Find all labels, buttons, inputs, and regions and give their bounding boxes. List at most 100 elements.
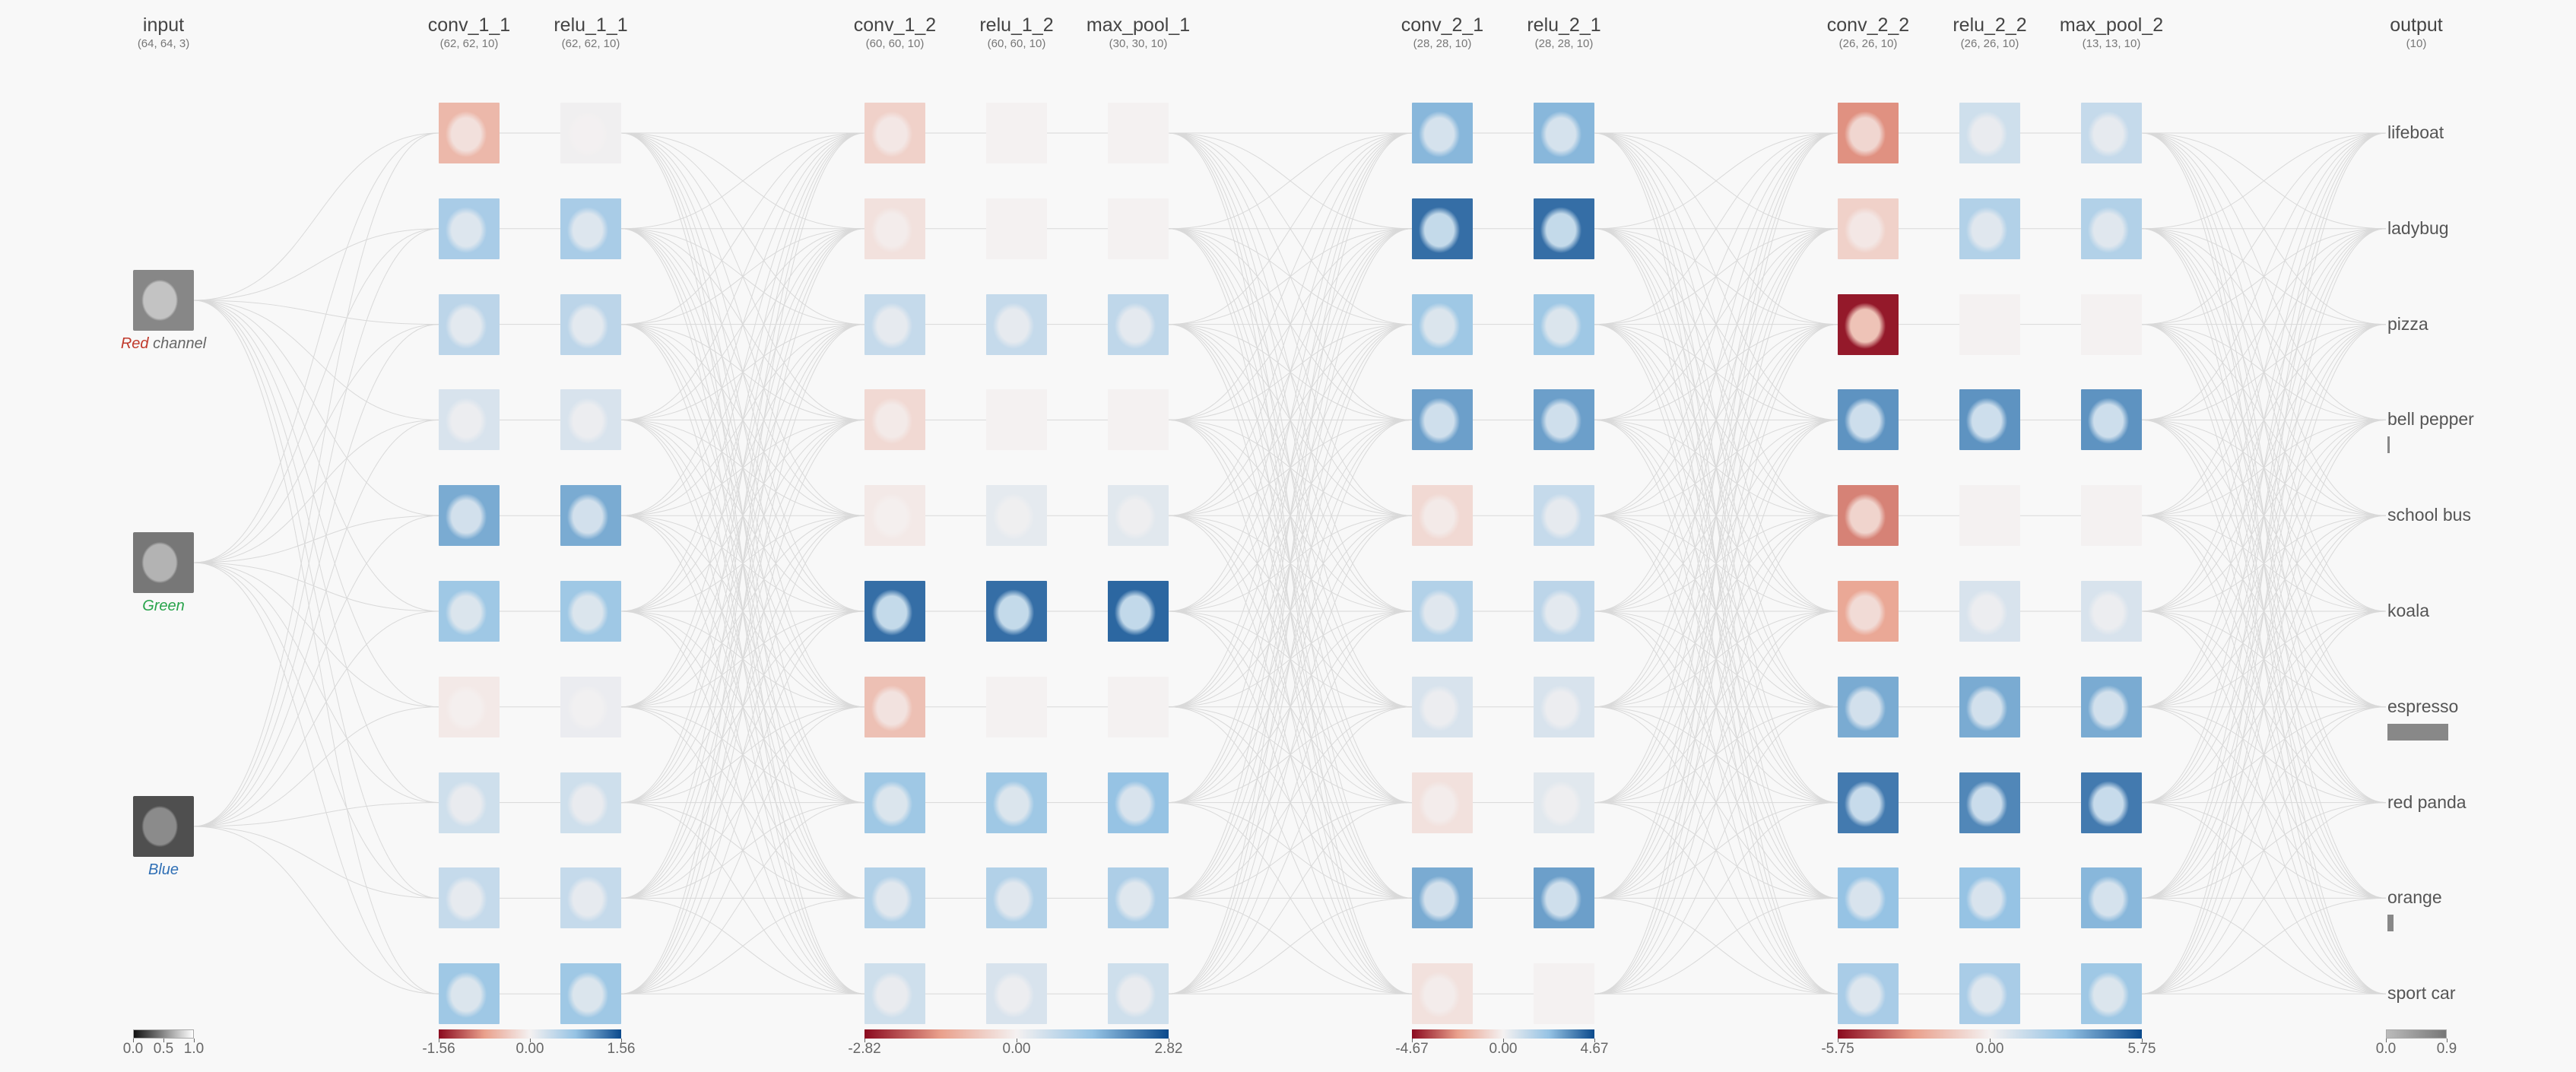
feature-map-relu-1-2-3[interactable] [986,293,1047,355]
feature-map-max-pool-1-8[interactable] [1108,772,1169,833]
feature-map-max-pool-2-4[interactable] [2081,389,2142,451]
feature-map-conv-1-1-6[interactable] [439,581,500,642]
feature-map-relu-2-2-3[interactable] [1959,293,2020,355]
feature-map-relu-2-2-10[interactable] [1959,963,2020,1025]
feature-map-relu-1-2-8[interactable] [986,772,1047,833]
feature-map-conv-2-1-5[interactable] [1412,485,1473,547]
feature-map-max-pool-2-6[interactable] [2081,581,2142,642]
input-channel-red-image[interactable] [133,270,194,331]
feature-map-conv-1-2-4[interactable] [864,389,925,451]
feature-map-relu-2-1-4[interactable] [1534,389,1594,451]
output-class-label[interactable]: sport car [2387,983,2456,1004]
feature-map-relu-1-1-7[interactable] [560,676,621,737]
feature-map-relu-2-2-1[interactable] [1959,103,2020,163]
feature-map-conv-2-1-9[interactable] [1412,867,1473,929]
feature-map-max-pool-2-3[interactable] [2081,293,2142,355]
feature-map-conv-1-1-5[interactable] [439,485,500,547]
feature-map-relu-2-1-3[interactable] [1534,293,1594,355]
column-title[interactable]: relu_2_1 [1527,14,1601,36]
input-channel-green-image[interactable] [133,532,194,593]
feature-map-conv-2-1-10[interactable] [1412,963,1473,1025]
feature-map-conv-2-2-10[interactable] [1838,963,1899,1025]
feature-map-relu-2-1-1[interactable] [1534,103,1594,163]
feature-map-conv-2-2-2[interactable] [1838,198,1899,259]
feature-map-relu-1-1-3[interactable] [560,293,621,355]
feature-map-relu-1-1-8[interactable] [560,772,621,833]
feature-map-relu-2-2-8[interactable] [1959,772,2020,833]
column-title[interactable]: relu_1_2 [979,14,1054,36]
feature-map-relu-2-2-4[interactable] [1959,389,2020,451]
feature-map-relu-1-2-1[interactable] [986,103,1047,163]
feature-map-relu-2-1-2[interactable] [1534,198,1594,259]
feature-map-conv-1-1-4[interactable] [439,389,500,451]
feature-map-max-pool-1-7[interactable] [1108,676,1169,737]
feature-map-relu-1-1-6[interactable] [560,581,621,642]
feature-map-relu-2-2-2[interactable] [1959,198,2020,259]
feature-map-conv-2-2-5[interactable] [1838,485,1899,547]
feature-map-conv-1-1-1[interactable] [439,103,500,163]
feature-map-relu-2-2-9[interactable] [1959,867,2020,929]
column-title[interactable]: max_pool_1 [1086,14,1191,36]
feature-map-conv-2-1-3[interactable] [1412,293,1473,355]
feature-map-max-pool-1-3[interactable] [1108,293,1169,355]
feature-map-max-pool-1-2[interactable] [1108,198,1169,259]
output-class-label[interactable]: lifeboat [2387,122,2444,142]
output-class-label[interactable]: orange [2387,887,2442,908]
column-title[interactable]: conv_1_2 [853,14,937,36]
feature-map-relu-2-1-6[interactable] [1534,581,1594,642]
feature-map-relu-1-2-10[interactable] [986,963,1047,1025]
feature-map-conv-2-1-4[interactable] [1412,389,1473,451]
output-class-label[interactable]: pizza [2387,313,2428,334]
feature-map-conv-1-2-10[interactable] [864,963,925,1025]
feature-map-max-pool-2-5[interactable] [2081,485,2142,547]
feature-map-conv-2-2-3[interactable] [1838,293,1899,355]
feature-map-conv-2-2-6[interactable] [1838,581,1899,642]
feature-map-conv-1-2-1[interactable] [864,103,925,163]
feature-map-relu-1-2-6[interactable] [986,581,1047,642]
feature-map-conv-2-1-2[interactable] [1412,198,1473,259]
feature-map-max-pool-2-10[interactable] [2081,963,2142,1025]
output-class-label[interactable]: red panda [2387,791,2467,812]
feature-map-relu-2-2-7[interactable] [1959,676,2020,737]
feature-map-max-pool-1-4[interactable] [1108,389,1169,451]
feature-map-conv-1-1-7[interactable] [439,676,500,737]
feature-map-conv-2-2-7[interactable] [1838,676,1899,737]
output-class-label[interactable]: ladybug [2387,217,2449,238]
feature-map-max-pool-2-2[interactable] [2081,198,2142,259]
feature-map-max-pool-1-10[interactable] [1108,963,1169,1025]
column-title[interactable]: output [2390,14,2443,36]
feature-map-relu-1-2-7[interactable] [986,676,1047,737]
feature-map-relu-1-1-2[interactable] [560,198,621,259]
feature-map-conv-1-2-2[interactable] [864,198,925,259]
feature-map-relu-1-1-4[interactable] [560,389,621,451]
feature-map-conv-1-1-8[interactable] [439,772,500,833]
feature-map-relu-2-1-10[interactable] [1534,963,1594,1025]
feature-map-relu-2-1-8[interactable] [1534,772,1594,833]
feature-map-max-pool-1-9[interactable] [1108,867,1169,929]
column-title[interactable]: input [142,14,185,36]
feature-map-conv-2-2-1[interactable] [1838,103,1899,163]
feature-map-relu-1-2-5[interactable] [986,485,1047,547]
feature-map-relu-1-1-9[interactable] [560,867,621,929]
feature-map-conv-2-2-4[interactable] [1838,389,1899,451]
feature-map-relu-1-2-9[interactable] [986,867,1047,929]
feature-map-relu-2-1-5[interactable] [1534,485,1594,547]
feature-map-conv-1-1-9[interactable] [439,867,500,929]
feature-map-conv-2-2-9[interactable] [1838,867,1899,929]
feature-map-conv-1-2-3[interactable] [864,293,925,355]
feature-map-conv-1-2-9[interactable] [864,867,925,929]
output-class-label[interactable]: koala [2387,601,2429,620]
feature-map-conv-2-2-8[interactable] [1838,772,1899,833]
feature-map-relu-1-1-1[interactable] [560,103,621,163]
feature-map-conv-1-2-5[interactable] [864,485,925,547]
feature-map-relu-2-2-5[interactable] [1959,485,2020,547]
feature-map-relu-2-1-7[interactable] [1534,676,1594,737]
feature-map-conv-1-1-10[interactable] [439,963,500,1025]
feature-map-conv-1-2-6[interactable] [864,581,925,642]
feature-map-relu-1-2-4[interactable] [986,389,1047,451]
feature-map-conv-2-1-7[interactable] [1412,676,1473,737]
output-class-label[interactable]: espresso [2387,696,2459,716]
feature-map-relu-1-1-10[interactable] [560,963,621,1025]
feature-map-max-pool-2-8[interactable] [2081,772,2142,833]
column-title[interactable]: max_pool_2 [2059,14,2164,36]
